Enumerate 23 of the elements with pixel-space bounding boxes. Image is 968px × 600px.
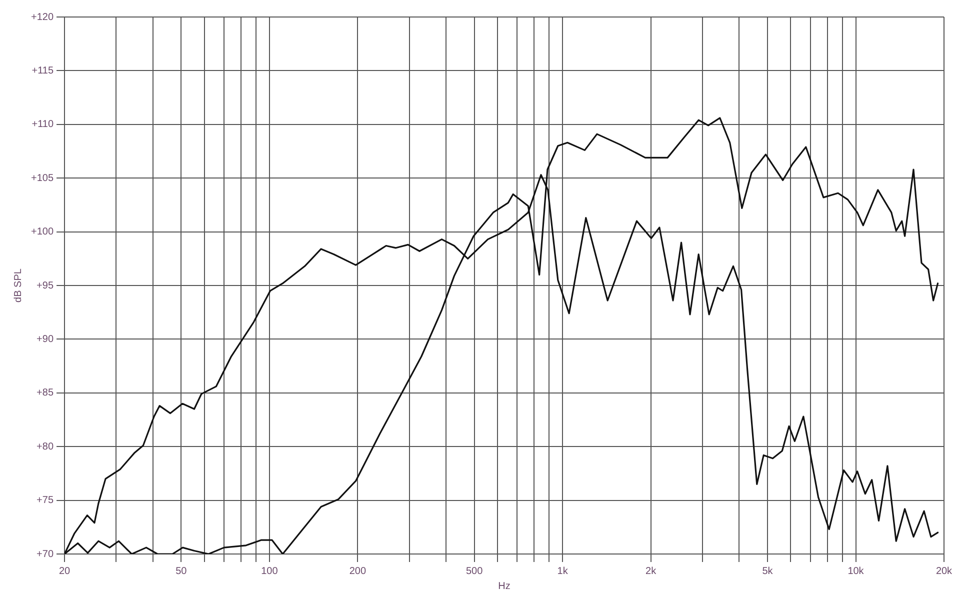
y-tick-label: +105 [30,172,54,184]
y-tick-label: +115 [32,65,54,76]
x-tick-label: 20 [58,566,71,577]
y-tick-label: +110 [32,119,54,130]
y-tick-label: +95 [36,280,54,292]
y-tick-label: +85 [36,388,54,399]
y-axis-title: dB SPL [12,268,24,302]
x-tick-label: 50 [176,566,188,577]
y-tick-label: +70 [36,548,54,560]
x-tick-label: 2k [646,566,658,577]
x-tick-label: 200 [349,566,366,577]
x-tick-label: 500 [466,566,484,577]
x-tick-label: 10k [848,566,865,577]
y-tick-label: +90 [36,334,54,345]
x-tick-label: 20k [936,566,954,577]
y-tick-label: +100 [30,226,54,238]
y-tick-label: +120 [30,12,54,23]
x-tick-label: 1k [557,566,569,577]
x-tick-label: 5k [762,566,774,577]
x-tick-label: 100 [261,566,278,577]
y-tick-label: +75 [36,495,54,506]
y-tick-label: +80 [36,441,54,452]
x-axis-title: Hz [498,580,510,592]
